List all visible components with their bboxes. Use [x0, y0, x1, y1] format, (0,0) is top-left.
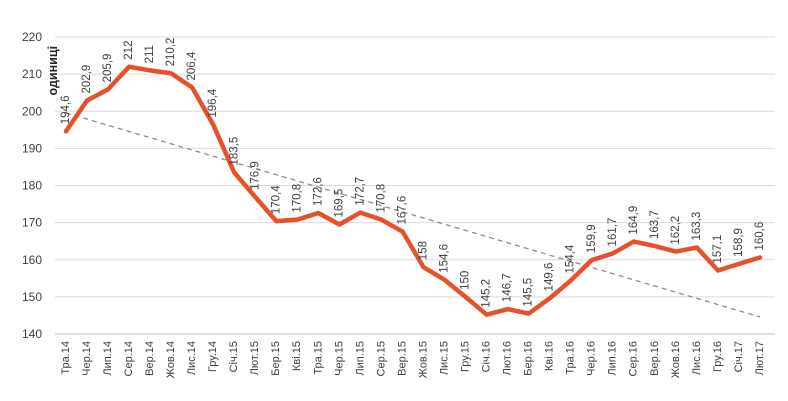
- x-tick-label: Тра.16: [565, 341, 577, 375]
- x-tick-label: Сер.16: [628, 341, 640, 376]
- x-tick-label: Вер.15: [396, 341, 408, 376]
- y-tick-label: 210: [22, 67, 42, 81]
- data-point-label: 158: [418, 241, 430, 260]
- data-point-label: 162,2: [670, 216, 682, 245]
- data-point-label: 210,2: [165, 38, 177, 67]
- data-point-label: 170,8: [291, 184, 303, 213]
- data-point-label: 202,9: [81, 65, 93, 94]
- x-tick-label: Лис.14: [186, 341, 198, 375]
- y-tick-label: 220: [22, 30, 42, 44]
- data-point-label: 206,4: [186, 51, 198, 80]
- data-point-label: 154,4: [565, 244, 577, 273]
- data-point-label: 163,3: [691, 212, 703, 241]
- x-tick-label: Бер.15: [270, 341, 282, 376]
- x-tick-label: Лют.17: [754, 341, 766, 375]
- data-point-label: 149,6: [544, 263, 556, 292]
- y-tick-label: 140: [22, 327, 42, 341]
- data-point-label: 159,9: [586, 224, 598, 253]
- y-tick-label: 170: [22, 216, 42, 230]
- data-point-label: 150: [460, 271, 472, 290]
- x-tick-label: Лип.14: [102, 341, 114, 376]
- data-point-label: 160,6: [754, 222, 766, 251]
- x-tick-label: Лип.16: [607, 341, 619, 376]
- x-tick-label: Січ.16: [481, 341, 493, 372]
- data-point-label: 161,7: [607, 218, 619, 247]
- x-tick-label: Тра.14: [60, 341, 72, 375]
- data-point-label: 158,9: [733, 228, 745, 257]
- data-point-label: 172,7: [354, 177, 366, 206]
- x-tick-label: Кві.16: [544, 341, 556, 371]
- data-point-label: 172,6: [312, 177, 324, 206]
- x-tick-label: Кві.15: [291, 341, 303, 371]
- x-tick-label: Гру.14: [207, 341, 219, 372]
- data-point-label: 154,6: [439, 244, 451, 273]
- y-tick-label: 190: [22, 141, 42, 155]
- x-tick-label: Лют.15: [249, 341, 261, 375]
- x-tick-label: Сер.15: [375, 341, 387, 376]
- series-line: [63, 64, 763, 317]
- x-tick-label: Жов.15: [417, 341, 429, 378]
- data-point-label: 157,1: [712, 235, 724, 264]
- trendline: [65, 112, 761, 318]
- x-tick-label: Чер.15: [333, 341, 345, 376]
- y-axis-title: одиниці: [46, 46, 60, 95]
- x-tick-label: Жов.14: [165, 341, 177, 378]
- x-tick-label: Гру.15: [459, 341, 471, 372]
- x-tick-label: Лип.15: [354, 341, 366, 376]
- x-tick-label: Вер.14: [144, 341, 156, 376]
- x-tick-label: Лис.15: [438, 341, 450, 375]
- data-point-label: 164,9: [628, 206, 640, 235]
- data-point-label: 167,6: [397, 196, 409, 225]
- x-tick-label: Січ.17: [733, 341, 745, 372]
- data-point-label: 169,5: [333, 189, 345, 218]
- x-tick-label: Січ.15: [228, 341, 240, 372]
- x-tick-label: Лют.16: [502, 341, 514, 375]
- data-point-label: 145,2: [481, 279, 493, 308]
- x-tick-label: Бер.16: [523, 341, 535, 376]
- data-point-label: 183,5: [228, 137, 240, 166]
- data-point-label: 163,7: [649, 210, 661, 239]
- data-point-label: 146,7: [502, 273, 514, 302]
- data-point-label: 211: [144, 45, 156, 63]
- y-tick-label: 200: [22, 104, 42, 118]
- data-point-label: 145,5: [523, 278, 535, 307]
- y-tick-label: 180: [22, 179, 42, 193]
- data-point-label: 196,4: [207, 88, 219, 117]
- x-tick-label: Чер.16: [586, 341, 598, 376]
- x-tick-label: Вер.16: [649, 341, 661, 376]
- data-point-label: 205,9: [102, 54, 114, 83]
- x-tick-label: Лис.16: [691, 341, 703, 375]
- y-tick-label: 160: [22, 253, 42, 267]
- x-tick-label: Сер.14: [123, 341, 135, 376]
- data-point-label: 176,9: [249, 161, 261, 190]
- x-tick-label: Тра.15: [312, 341, 324, 375]
- x-tick-label: Чер.14: [81, 341, 93, 376]
- x-tick-label: Гру.16: [712, 341, 724, 372]
- data-point-label: 212: [123, 41, 135, 60]
- data-point-label: 170,4: [270, 185, 282, 214]
- x-tick-label: Жов.16: [670, 341, 682, 378]
- y-tick-label: 150: [22, 290, 42, 304]
- data-point-label: 194,6: [60, 96, 72, 125]
- data-point-label: 170,8: [375, 184, 387, 213]
